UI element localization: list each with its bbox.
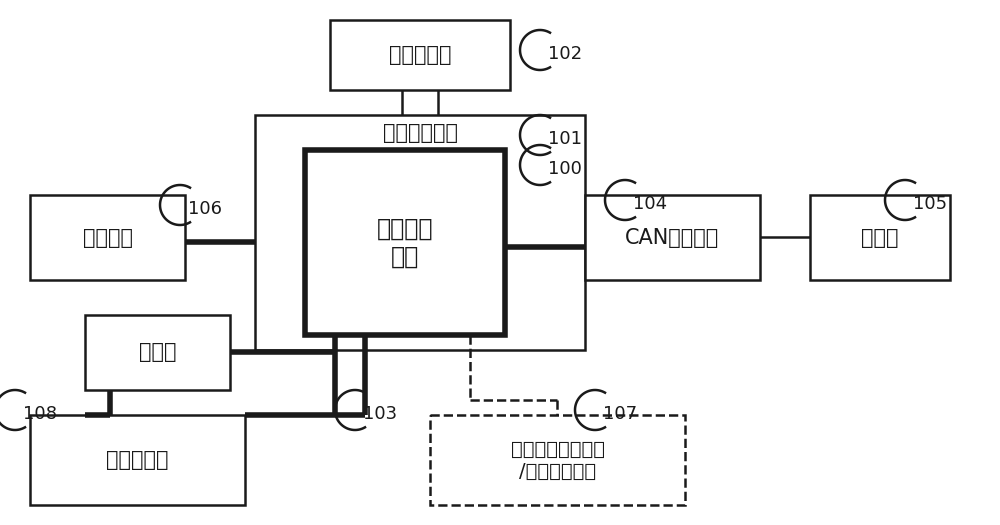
Text: 106: 106	[188, 200, 222, 218]
Text: 电压（单体电压）
/温度测量装置: 电压（单体电压） /温度测量装置	[511, 439, 604, 480]
Bar	[305, 150, 505, 335]
Bar	[585, 195, 760, 280]
Text: 电流表: 电流表	[139, 342, 176, 362]
Bar	[255, 115, 585, 350]
Text: 107: 107	[603, 405, 637, 423]
Text: 循环冷水机: 循环冷水机	[389, 45, 451, 65]
Text: 103: 103	[363, 405, 397, 423]
Text: 108: 108	[23, 405, 57, 423]
Text: 104: 104	[633, 195, 667, 213]
Bar	[810, 195, 950, 280]
Text: 充放电设备: 充放电设备	[106, 450, 169, 470]
Text: 101: 101	[548, 130, 582, 148]
Text: 动力电池
系统: 动力电池 系统	[377, 217, 433, 268]
Text: 102: 102	[548, 45, 582, 63]
Bar	[330, 20, 510, 90]
Bar	[430, 415, 685, 505]
Text: CAN总线工具: CAN总线工具	[625, 227, 720, 247]
Bar	[85, 315, 230, 390]
Text: 105: 105	[913, 195, 947, 213]
Text: 直流电源: 直流电源	[82, 227, 132, 247]
Text: 步入式环境箱: 步入式环境箱	[382, 123, 458, 143]
Bar	[30, 195, 185, 280]
Text: 上位机: 上位机	[861, 227, 899, 247]
Text: 100: 100	[548, 160, 582, 178]
Bar	[30, 415, 245, 505]
